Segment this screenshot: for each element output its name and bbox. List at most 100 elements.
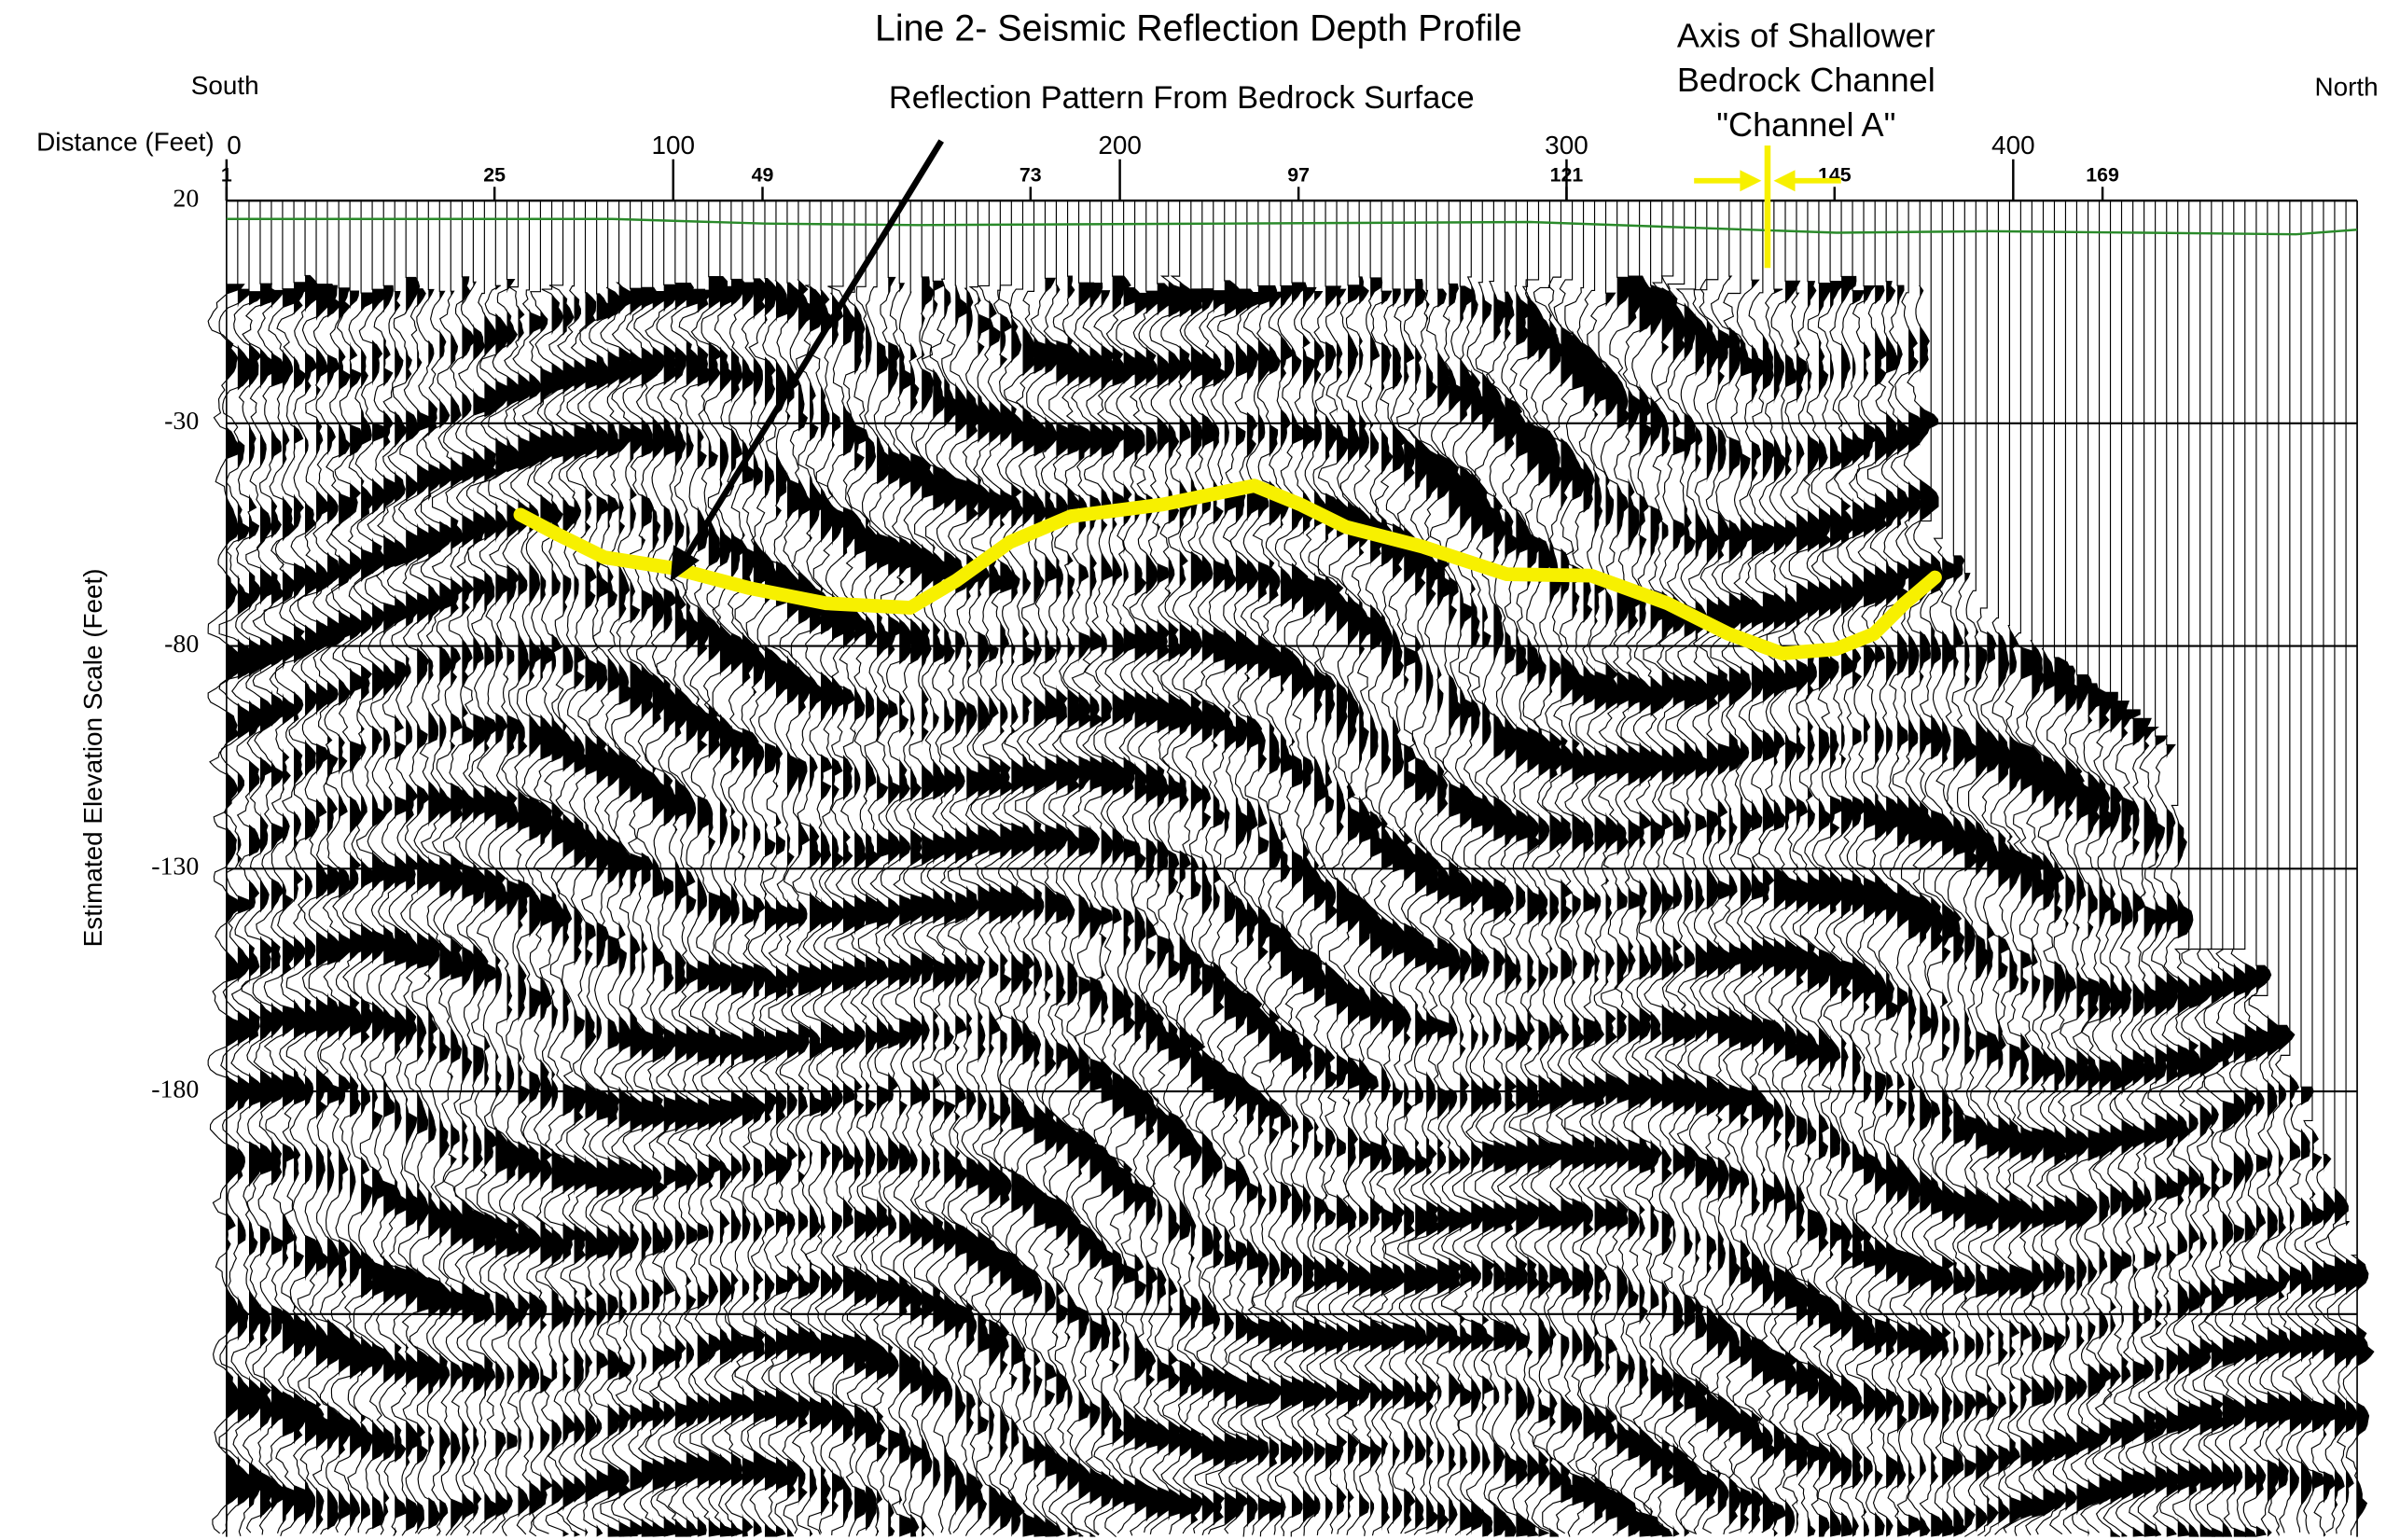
trace-fill — [1639, 277, 1658, 1537]
trace-wiggle — [2338, 201, 2375, 1535]
trace-wiggle — [252, 201, 291, 1535]
trace-wiggle — [353, 201, 392, 1534]
trace-fill — [1426, 290, 1445, 1537]
chart-title: Line 2- Seismic Reflection Depth Profile — [875, 7, 1522, 49]
trace-wiggle — [1922, 201, 1961, 1535]
trace-fill — [1393, 288, 1411, 1537]
trace-wiggle — [2203, 201, 2242, 1537]
trace-wiggle — [241, 201, 280, 1533]
trace-wiggle — [1351, 201, 1390, 1536]
north-label: North — [2314, 73, 2378, 102]
trace-tick-label: 97 — [1287, 163, 1310, 186]
trace-fill — [495, 285, 515, 1537]
trace-wiggle — [499, 201, 537, 1536]
trace-fill — [1134, 293, 1154, 1537]
trace-tick-label: 121 — [1550, 163, 1584, 186]
trace-wiggle — [1665, 201, 1703, 1533]
trace-fill — [1471, 276, 1490, 1537]
x-tick-label: 0 — [227, 131, 242, 160]
trace-wiggle — [802, 201, 840, 1535]
trace-wiggle — [1451, 201, 1491, 1536]
trace-wiggle — [622, 201, 661, 1537]
trace-fill — [248, 291, 268, 1537]
trace-fill — [1572, 279, 1591, 1537]
trace-fill — [1920, 285, 1938, 1537]
trace-wiggle — [1598, 201, 1636, 1536]
trace-fill — [1953, 555, 1973, 1537]
trace-fill — [540, 291, 560, 1537]
trace-wiggle — [1788, 201, 1827, 1535]
trace-fill — [1527, 286, 1547, 1537]
trace-fill — [1695, 288, 1714, 1537]
trace-wiggle — [745, 201, 784, 1537]
trace-fill — [1751, 280, 1770, 1537]
trace-fill — [842, 285, 862, 1537]
trace-wiggle — [1564, 201, 1602, 1537]
trace-wiggle — [611, 201, 649, 1533]
trace-fill — [282, 288, 301, 1537]
trace-fill — [1784, 281, 1804, 1537]
trace-wiggle — [2181, 201, 2220, 1537]
trace-fill — [1728, 276, 1748, 1537]
trace-wiggle — [2125, 201, 2161, 1536]
trace-fill — [686, 289, 705, 1537]
trace-fill — [719, 286, 739, 1537]
first-break-line — [226, 217, 2358, 236]
trace-wiggle — [1160, 201, 1199, 1535]
trace-tick-label: 169 — [2086, 163, 2119, 186]
trace-fill — [854, 292, 873, 1537]
trace-wiggle — [1531, 201, 1569, 1537]
trace-fill — [1998, 617, 2018, 1537]
trace-wiggle — [2294, 201, 2329, 1534]
trace-fill — [1605, 293, 1625, 1537]
overlay — [225, 159, 2358, 1537]
trace-wiggle — [488, 201, 526, 1533]
trace-fill — [562, 284, 582, 1537]
trace-wiggle — [308, 201, 347, 1535]
trace-fill — [259, 284, 279, 1537]
trace-fill — [1875, 285, 1894, 1537]
y-axis-title: Estimated Elevation Scale (Feet) — [78, 568, 107, 947]
trace-fill — [1000, 290, 1020, 1537]
trace-fill — [989, 285, 1008, 1537]
trace-fill — [641, 287, 660, 1537]
trace-wiggle — [2192, 201, 2229, 1537]
y-tick-label: -30 — [164, 407, 199, 436]
trace-wiggle — [409, 201, 448, 1534]
trace-fill — [663, 284, 683, 1537]
trace-wiggle — [779, 201, 818, 1534]
x-tick-label: 100 — [651, 131, 695, 160]
trace-wiggle — [443, 201, 481, 1535]
trace-fill — [2043, 648, 2062, 1537]
trace-wiggle — [645, 201, 684, 1534]
trace-wiggle — [667, 201, 706, 1534]
pointer-arrowhead — [670, 545, 700, 582]
trace-fill — [2311, 1120, 2329, 1537]
channel-arrowhead-right — [1773, 170, 1796, 192]
trace-wiggle — [218, 201, 257, 1534]
trace-fill — [1179, 276, 1199, 1537]
y-tick-label: -130 — [151, 853, 199, 881]
trace-wiggle — [1710, 201, 1749, 1535]
trace-fill — [1257, 285, 1277, 1537]
trace-wiggle — [577, 201, 617, 1534]
trace-wiggle — [319, 201, 358, 1533]
trace-wiggle — [2170, 201, 2209, 1537]
trace-wiggle — [341, 201, 381, 1533]
x-tick-label: 400 — [1991, 131, 2035, 160]
trace-fill — [2076, 674, 2096, 1537]
trace-wiggle — [544, 201, 582, 1535]
trace-fill — [888, 277, 907, 1537]
trace-fill — [1224, 280, 1243, 1537]
trace-tick-label: 49 — [752, 163, 774, 186]
trace-wiggle — [1396, 201, 1435, 1534]
trace-wiggle — [1946, 201, 1984, 1533]
trace-wiggle — [1743, 201, 1783, 1533]
trace-fill — [1516, 285, 1535, 1537]
trace-wiggle — [2092, 201, 2130, 1538]
trace-fill — [1235, 289, 1255, 1537]
trace-fill — [1280, 285, 1299, 1537]
trace-fill — [2121, 710, 2141, 1537]
trace-fill — [226, 284, 245, 1537]
